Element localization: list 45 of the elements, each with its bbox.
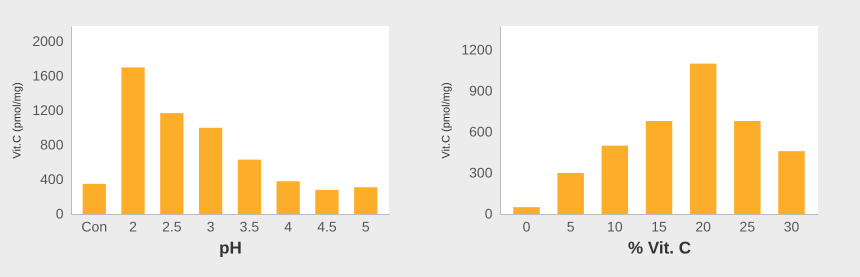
y-tick-label: 300 [469, 164, 493, 180]
y-tick-label: 400 [40, 171, 64, 188]
bar [82, 184, 106, 214]
y-axis-title: Vit.C (pmol/mg) [11, 82, 24, 159]
y-tick-label: 0 [56, 206, 64, 222]
bar [354, 187, 378, 214]
bar [734, 121, 761, 214]
x-tick-label: Con [81, 218, 108, 234]
bar [121, 67, 145, 214]
x-tick-label: 3.5 [240, 218, 260, 234]
x-tick-label: 4 [284, 218, 292, 234]
y-tick-label: 1600 [32, 68, 64, 84]
y-tick-label: 0 [484, 206, 493, 222]
bar [238, 160, 262, 214]
x-tick-label: 4.5 [317, 218, 337, 234]
bar [198, 128, 222, 214]
y-tick-label: 1200 [461, 41, 493, 58]
x-tick-label: 15 [651, 218, 667, 234]
x-tick-label: 5 [362, 218, 370, 234]
y-tick-label: 800 [40, 136, 64, 153]
bar [315, 190, 339, 214]
bar [646, 121, 672, 214]
x-axis-title: pH [219, 238, 242, 258]
x-tick-label: 30 [784, 218, 800, 234]
x-tick-label: 2 [129, 218, 138, 234]
bar [276, 181, 300, 214]
y-tick-label: 1200 [32, 102, 64, 118]
bar [513, 207, 540, 214]
y-tick-label: 600 [469, 123, 493, 140]
x-tick-label: 20 [695, 218, 712, 234]
bar [690, 64, 716, 214]
x-tick-label: 3 [206, 218, 215, 234]
x-tick-label: 25 [740, 218, 756, 234]
x-tick-label: 0 [522, 218, 531, 234]
y-tick-label: 900 [469, 82, 493, 98]
bar [160, 113, 184, 214]
x-axis-title: % Vit. C [628, 238, 691, 258]
x-tick-label: 2.5 [162, 218, 182, 234]
x-tick-label: 5 [566, 218, 575, 234]
x-tick-label: 10 [607, 218, 623, 234]
y-tick-label: 2000 [32, 33, 64, 50]
bar [602, 146, 628, 214]
bar [557, 172, 584, 214]
y-axis-title: Vit.C (pmol/mg) [440, 82, 452, 159]
bar [778, 151, 805, 214]
